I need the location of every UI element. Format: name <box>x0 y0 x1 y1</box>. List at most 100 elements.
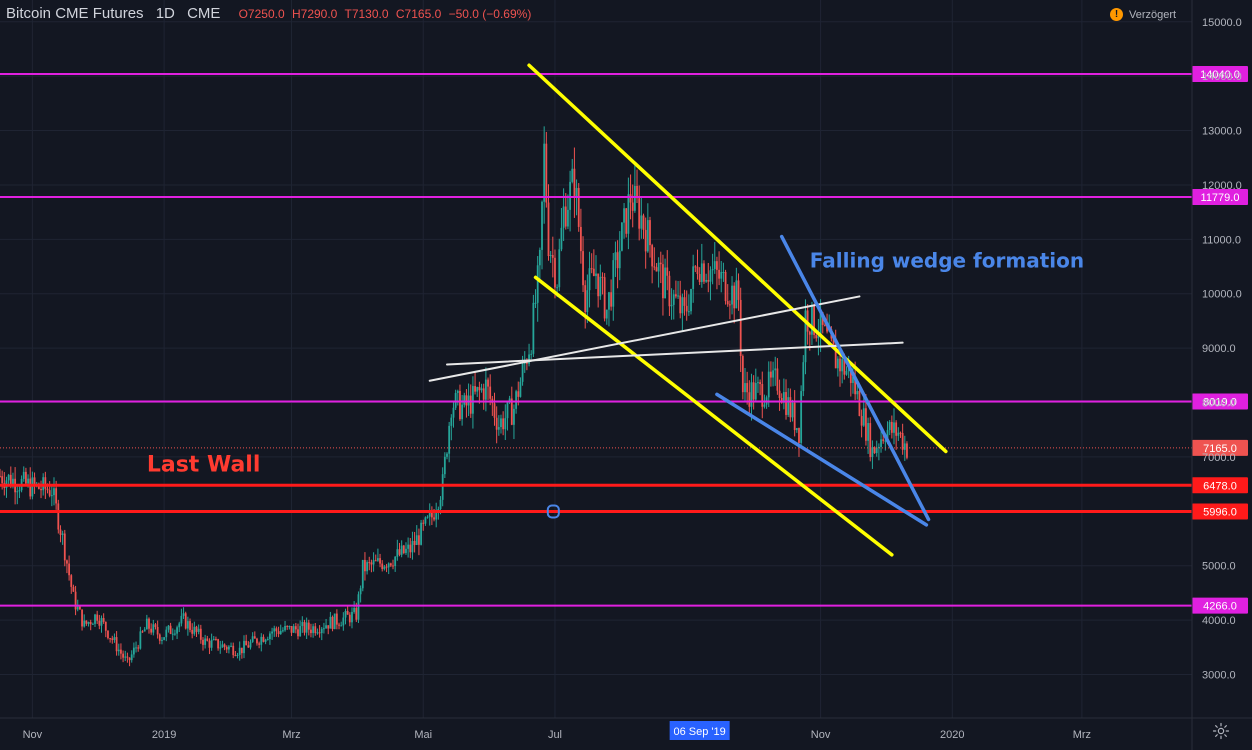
candle <box>68 555 71 581</box>
horizontal-level-lines[interactable] <box>0 72 1192 607</box>
candle-body <box>541 201 543 250</box>
candle <box>305 617 308 640</box>
candle-body <box>890 421 893 433</box>
candle-body <box>893 422 895 433</box>
candle-body <box>906 443 908 458</box>
candle <box>895 420 898 450</box>
candle <box>698 267 701 285</box>
trendline-yellow[interactable] <box>533 275 894 557</box>
candle <box>785 379 787 420</box>
interval-label[interactable]: 1D <box>155 5 175 22</box>
candle <box>480 383 483 393</box>
candle-body <box>569 181 571 210</box>
candle <box>683 289 686 316</box>
candle-body <box>707 279 710 282</box>
candle-body <box>595 273 597 276</box>
candle <box>398 542 401 557</box>
price-level-tag <box>1192 503 1248 520</box>
candle <box>813 303 816 339</box>
candle-body <box>446 453 448 457</box>
candle <box>253 631 256 639</box>
candle-body <box>761 384 764 407</box>
delayed-data-badge[interactable]: ! Verzögert <box>1110 8 1176 21</box>
candle <box>193 621 196 636</box>
candle-body <box>791 402 794 418</box>
candle-body <box>867 423 869 441</box>
candle-body <box>53 488 55 496</box>
candle-body <box>292 626 295 633</box>
time-tick-label: Nov <box>23 729 43 741</box>
candle <box>744 367 746 402</box>
candle <box>145 614 148 630</box>
candle-body <box>852 376 854 384</box>
candle <box>860 409 863 438</box>
candle-body <box>746 383 749 393</box>
candle <box>476 386 479 397</box>
candle-body <box>903 443 906 450</box>
candle <box>344 608 347 625</box>
candle-body <box>888 421 891 431</box>
candle <box>694 265 697 273</box>
candle <box>608 291 610 327</box>
candle-body <box>227 646 230 650</box>
change-value: −50.0 (−0.69%) <box>448 7 532 21</box>
candle-body <box>603 277 606 319</box>
trendline-white[interactable] <box>428 295 861 382</box>
candle <box>538 247 541 280</box>
candle-body <box>405 548 407 553</box>
anchor-handle[interactable] <box>546 504 560 519</box>
candle <box>327 625 330 635</box>
candle-body <box>724 271 727 302</box>
candle-body <box>297 629 299 637</box>
candle <box>767 361 770 408</box>
candle-body <box>217 639 220 649</box>
candle-body <box>249 641 252 648</box>
candle <box>128 657 131 667</box>
candle-body <box>672 294 675 305</box>
trendline-white[interactable] <box>446 341 904 366</box>
crosshair-date-tag[interactable]: 06 Sep '19 <box>669 721 730 740</box>
time-axis[interactable]: Nov 2019 Mrz Mai Jul Nov 2020 Mrz 06 Sep '19 <box>0 717 1252 741</box>
candle-body <box>107 630 109 639</box>
gear-icon[interactable] <box>1212 722 1230 740</box>
candle-body <box>288 626 291 628</box>
candle-body <box>294 626 297 630</box>
candle <box>5 476 8 498</box>
trendline-yellow[interactable] <box>527 63 948 454</box>
candle-body <box>115 637 118 652</box>
trendline-blue[interactable] <box>779 234 931 522</box>
candle <box>901 423 904 455</box>
candle <box>100 615 103 633</box>
candle-body <box>713 261 716 269</box>
candle-body <box>195 626 198 632</box>
candle-body <box>655 267 658 272</box>
candle <box>571 158 574 184</box>
candle <box>541 200 543 270</box>
trendline-blue[interactable] <box>715 392 929 527</box>
trendlines[interactable] <box>428 63 948 557</box>
candle-body <box>823 324 826 326</box>
candle <box>182 607 185 620</box>
candle-body <box>636 185 638 199</box>
price-level-value: 8019.0 <box>1203 396 1237 408</box>
candle-body <box>897 432 900 436</box>
candle <box>508 395 511 405</box>
candle-body <box>845 371 848 375</box>
candle <box>685 290 688 321</box>
candle <box>234 651 237 657</box>
price-axis[interactable]: 14040.0 11779.0 8019.0 7165.0 6478.0 5996.0 42… <box>1191 0 1252 750</box>
candle <box>320 626 323 641</box>
candle <box>554 249 556 299</box>
candle-body <box>493 403 496 418</box>
candle-body <box>174 633 176 635</box>
candle <box>530 350 533 360</box>
candle <box>666 250 669 291</box>
candle-body <box>342 617 345 626</box>
candle <box>340 621 343 627</box>
candle-body <box>621 222 623 251</box>
candle-body <box>120 649 122 654</box>
candle-body <box>627 194 630 234</box>
candle-body <box>882 439 885 442</box>
symbol-name[interactable]: Bitcoin CME Futures <box>6 5 144 22</box>
